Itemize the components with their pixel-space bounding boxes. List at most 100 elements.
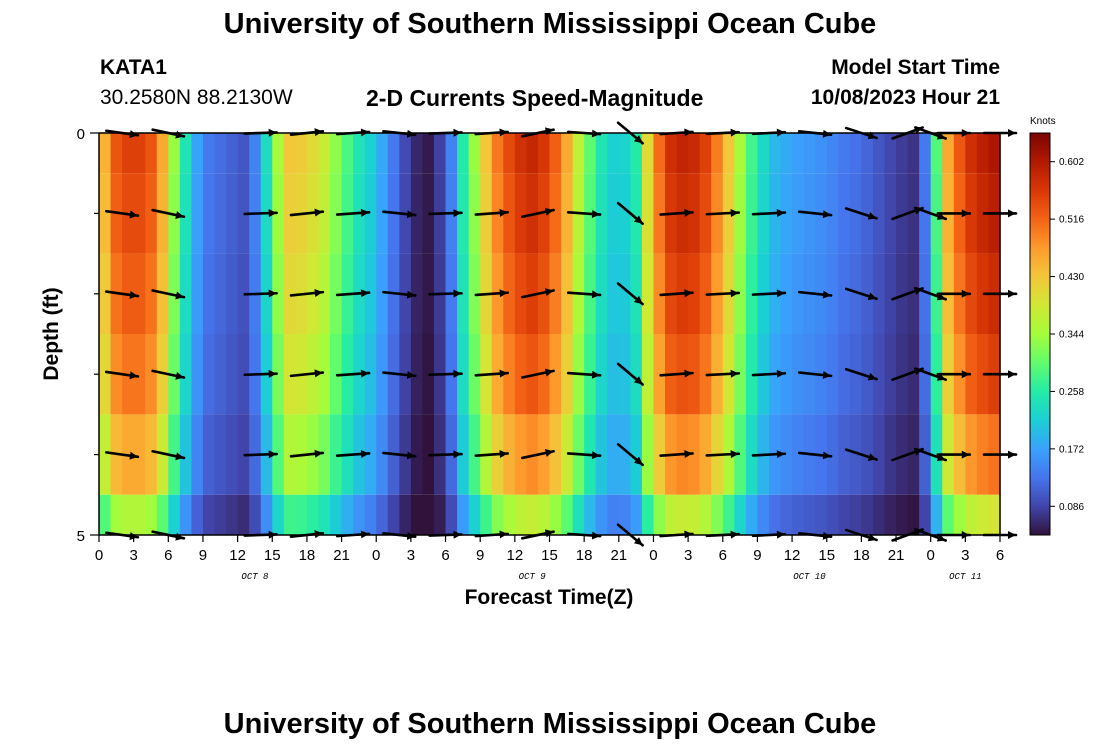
heatmap-cell — [399, 494, 412, 535]
arrow-head — [406, 290, 416, 299]
heatmap-cell — [688, 414, 701, 495]
heatmap-cell — [849, 334, 862, 415]
heatmap-cell — [457, 334, 470, 415]
heatmap-cell — [145, 334, 158, 415]
current-arrow — [659, 208, 694, 217]
current-arrow — [705, 450, 741, 459]
heatmap-cell — [676, 133, 689, 174]
x-tick-label: 12 — [507, 547, 524, 564]
heatmap-cell — [745, 173, 759, 254]
heatmap-cell — [549, 334, 562, 415]
heatmap-cell — [503, 414, 516, 495]
heatmap-cell — [861, 414, 874, 495]
current-arrow — [151, 208, 186, 219]
arrow-head — [544, 288, 554, 297]
heatmap-cell — [826, 133, 839, 174]
heatmap-cell — [641, 173, 655, 254]
heatmap-cell — [768, 133, 782, 174]
heatmap-cell — [179, 253, 193, 334]
heatmap-cell — [283, 414, 296, 495]
heatmap-cell — [607, 494, 620, 535]
arrow-head — [822, 371, 832, 380]
x-tick-label: 3 — [684, 547, 692, 564]
heatmap-cell — [768, 494, 782, 535]
date-label: OCT 8 — [241, 572, 269, 582]
current-arrow — [474, 208, 510, 217]
colorbar-tick-label: 0.516 — [1059, 215, 1084, 226]
heatmap-cell — [872, 173, 886, 254]
heatmap-cell — [884, 414, 897, 495]
heatmap-cell — [780, 173, 793, 254]
heatmap-cell — [549, 253, 562, 334]
heatmap-cell — [734, 414, 747, 495]
arrow-head — [867, 372, 877, 381]
heatmap-cell — [699, 173, 712, 254]
heatmap-cell — [792, 133, 805, 174]
heatmap-cell — [734, 253, 747, 334]
arrow-head — [175, 211, 184, 219]
heatmap-cell — [330, 414, 343, 495]
heatmap-cell — [861, 494, 874, 535]
current-arrow — [659, 450, 694, 459]
arrow-head — [175, 291, 184, 300]
heatmap-cell — [122, 494, 135, 535]
heatmap-cell — [607, 414, 620, 495]
heatmap-cell — [249, 133, 262, 174]
heatmap-cell — [699, 334, 712, 415]
chart-title: University of Southern Mississippi Ocean… — [223, 8, 877, 40]
heatmap-cell — [861, 173, 874, 254]
current-arrow — [104, 451, 140, 460]
arrow-head — [730, 369, 739, 378]
heatmap-cell — [792, 173, 805, 254]
heatmap-cell — [595, 173, 608, 254]
heatmap-cell — [422, 494, 435, 535]
arrow-head — [314, 288, 323, 297]
heatmap-cell — [191, 133, 204, 174]
x-tick-label: 15 — [264, 547, 281, 564]
heatmap-cell — [618, 173, 631, 254]
heatmap-cell — [387, 133, 400, 174]
heatmap-cell — [896, 173, 909, 254]
heatmap-cell — [306, 494, 320, 535]
current-arrow — [705, 369, 741, 378]
heatmap-cell — [665, 133, 678, 174]
heatmap-cell — [838, 253, 851, 334]
heatmap-cell — [283, 133, 296, 174]
heatmap-cell — [688, 133, 701, 174]
heatmap-cell — [330, 133, 343, 174]
heatmap-cell — [272, 173, 285, 254]
heatmap-cell — [399, 133, 412, 174]
heatmap-cell — [734, 133, 747, 174]
heatmap-cell — [907, 253, 920, 334]
heatmap-cell — [919, 173, 932, 254]
heatmap-cell — [99, 173, 112, 254]
colorbar-tick-label: 0.430 — [1059, 272, 1084, 283]
heatmap-cell — [237, 494, 250, 535]
heatmap-cell — [214, 494, 227, 535]
heatmap-cell — [226, 334, 239, 415]
arrow-head — [499, 450, 508, 459]
current-arrow — [243, 450, 279, 459]
heatmap-cell — [110, 494, 123, 535]
current-arrow — [520, 288, 555, 299]
heatmap-cell — [688, 253, 701, 334]
heatmap-cell — [387, 494, 400, 535]
heatmap-cell — [792, 334, 805, 415]
heatmap-cell — [249, 494, 262, 535]
model-start-time: 10/08/2023 Hour 21 — [810, 86, 1000, 109]
heatmap-cell — [745, 253, 759, 334]
date-label: OCT 9 — [519, 572, 547, 582]
arrow-head — [822, 290, 832, 299]
heatmap-cell — [653, 133, 666, 174]
heatmap-cell — [907, 133, 920, 174]
current-arrow — [151, 289, 186, 300]
x-tick-label: 12 — [229, 547, 246, 564]
x-tick-label: 0 — [95, 547, 103, 564]
heatmap-cell — [734, 494, 747, 535]
heatmap-cell — [641, 253, 655, 334]
current-arrow — [104, 290, 140, 299]
heatmap-cell — [145, 173, 158, 254]
arrow-head — [360, 289, 370, 298]
x-tick-label: 15 — [818, 547, 835, 564]
arrow-head — [822, 210, 832, 219]
